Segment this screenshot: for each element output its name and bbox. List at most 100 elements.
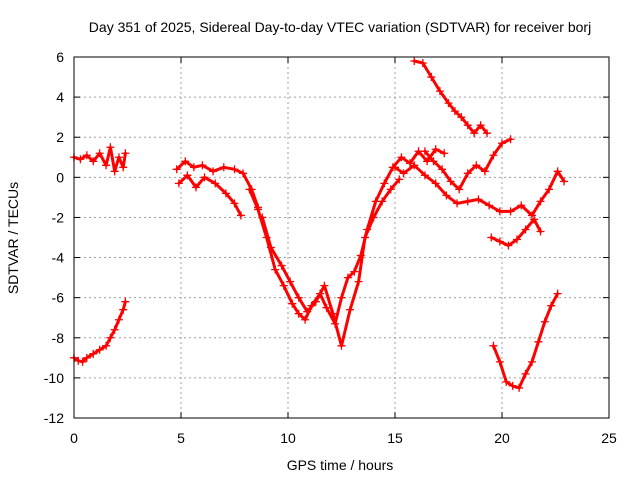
series-line [248, 147, 446, 326]
data-point [534, 337, 543, 346]
series-arc-2 [70, 297, 130, 366]
data-point [495, 237, 504, 246]
data-point [181, 157, 190, 166]
data-point [311, 297, 320, 306]
data-point [502, 377, 511, 386]
data-point [440, 149, 449, 158]
x-tick-labels: 0 5 10 15 20 25 [70, 430, 617, 446]
y-tick-label: -2 [52, 209, 65, 225]
data-point [453, 199, 462, 208]
series-arc-1 [70, 143, 130, 176]
x-tick-label: 5 [177, 430, 185, 446]
data-point [489, 151, 498, 160]
data-point [553, 289, 562, 298]
data-point [328, 309, 337, 318]
data-point [119, 163, 128, 172]
data-point [245, 185, 254, 194]
data-point [189, 163, 198, 172]
data-point [391, 163, 399, 172]
data-point [517, 201, 526, 210]
data-point [495, 207, 504, 216]
data-point [102, 161, 111, 170]
data-point [303, 307, 312, 316]
series-arc-9 [410, 57, 492, 138]
data-point [438, 165, 447, 174]
data-point [547, 301, 556, 310]
data-point [254, 205, 263, 214]
data-point [221, 189, 230, 198]
data-point [95, 149, 104, 158]
x-tick-label: 10 [280, 430, 296, 446]
data-point [350, 267, 359, 276]
series-arc-11 [489, 289, 562, 392]
data-point [399, 169, 408, 178]
data-point [521, 369, 530, 378]
y-tick-labels: 6 4 2 0 -2 -4 -6 -8 -10 -12 [44, 49, 64, 426]
data-point [431, 179, 440, 188]
data-point [498, 139, 506, 148]
data-point [89, 157, 98, 166]
data-point [183, 171, 192, 180]
data-point [110, 325, 119, 334]
data-point [506, 207, 515, 216]
chart-title: Day 351 of 2025, Sidereal Day-to-day VTE… [89, 19, 591, 35]
data-point [271, 265, 280, 274]
plot-frame [73, 56, 610, 419]
data-point [536, 227, 545, 236]
data-point [446, 177, 455, 186]
series-line [393, 163, 566, 217]
series-arc-10 [487, 215, 545, 250]
data-point [508, 381, 517, 390]
data-point [121, 149, 130, 158]
y-tick-label: -12 [44, 410, 64, 426]
data-point [444, 99, 453, 108]
y-tick-label: -10 [44, 370, 64, 386]
data-point [209, 167, 218, 176]
y-tick-label: 0 [56, 169, 64, 185]
data-point [266, 243, 275, 252]
data-point [191, 183, 200, 192]
data-point [504, 241, 513, 250]
data-point [545, 185, 554, 194]
grid [74, 57, 609, 418]
data-point [536, 197, 545, 206]
data-point [521, 225, 530, 234]
data-point [121, 297, 130, 306]
data-point [219, 163, 228, 172]
axis-ticks [73, 56, 610, 419]
series-arc-5 [245, 145, 449, 328]
data-point [527, 357, 536, 366]
data-point [386, 185, 395, 194]
data-point [540, 317, 549, 326]
data-point [474, 195, 483, 204]
data-point [463, 169, 472, 178]
series-arc-6 [258, 175, 404, 350]
data-point [410, 57, 419, 66]
data-point [286, 277, 295, 286]
data-point [74, 356, 83, 365]
series-arc-3 [172, 157, 263, 212]
data-point [470, 129, 479, 138]
data-point [346, 305, 355, 314]
data-point [294, 309, 303, 318]
data-point [455, 185, 464, 194]
data-point [380, 179, 389, 188]
data-point [279, 281, 288, 290]
x-tick-label: 25 [601, 430, 617, 446]
data-point [457, 113, 466, 122]
data-point [236, 211, 245, 220]
series-line [260, 177, 401, 348]
data-point [258, 213, 267, 222]
x-tick-label: 20 [494, 430, 510, 446]
series-arc-7 [391, 161, 569, 220]
data-point [527, 211, 536, 220]
data-point [277, 261, 286, 270]
data-point [489, 341, 498, 350]
data-point [198, 161, 207, 170]
data-point [506, 135, 515, 144]
data-point [495, 357, 504, 366]
data-point [239, 169, 248, 178]
data-point [337, 341, 346, 350]
x-tick-label: 0 [70, 430, 78, 446]
